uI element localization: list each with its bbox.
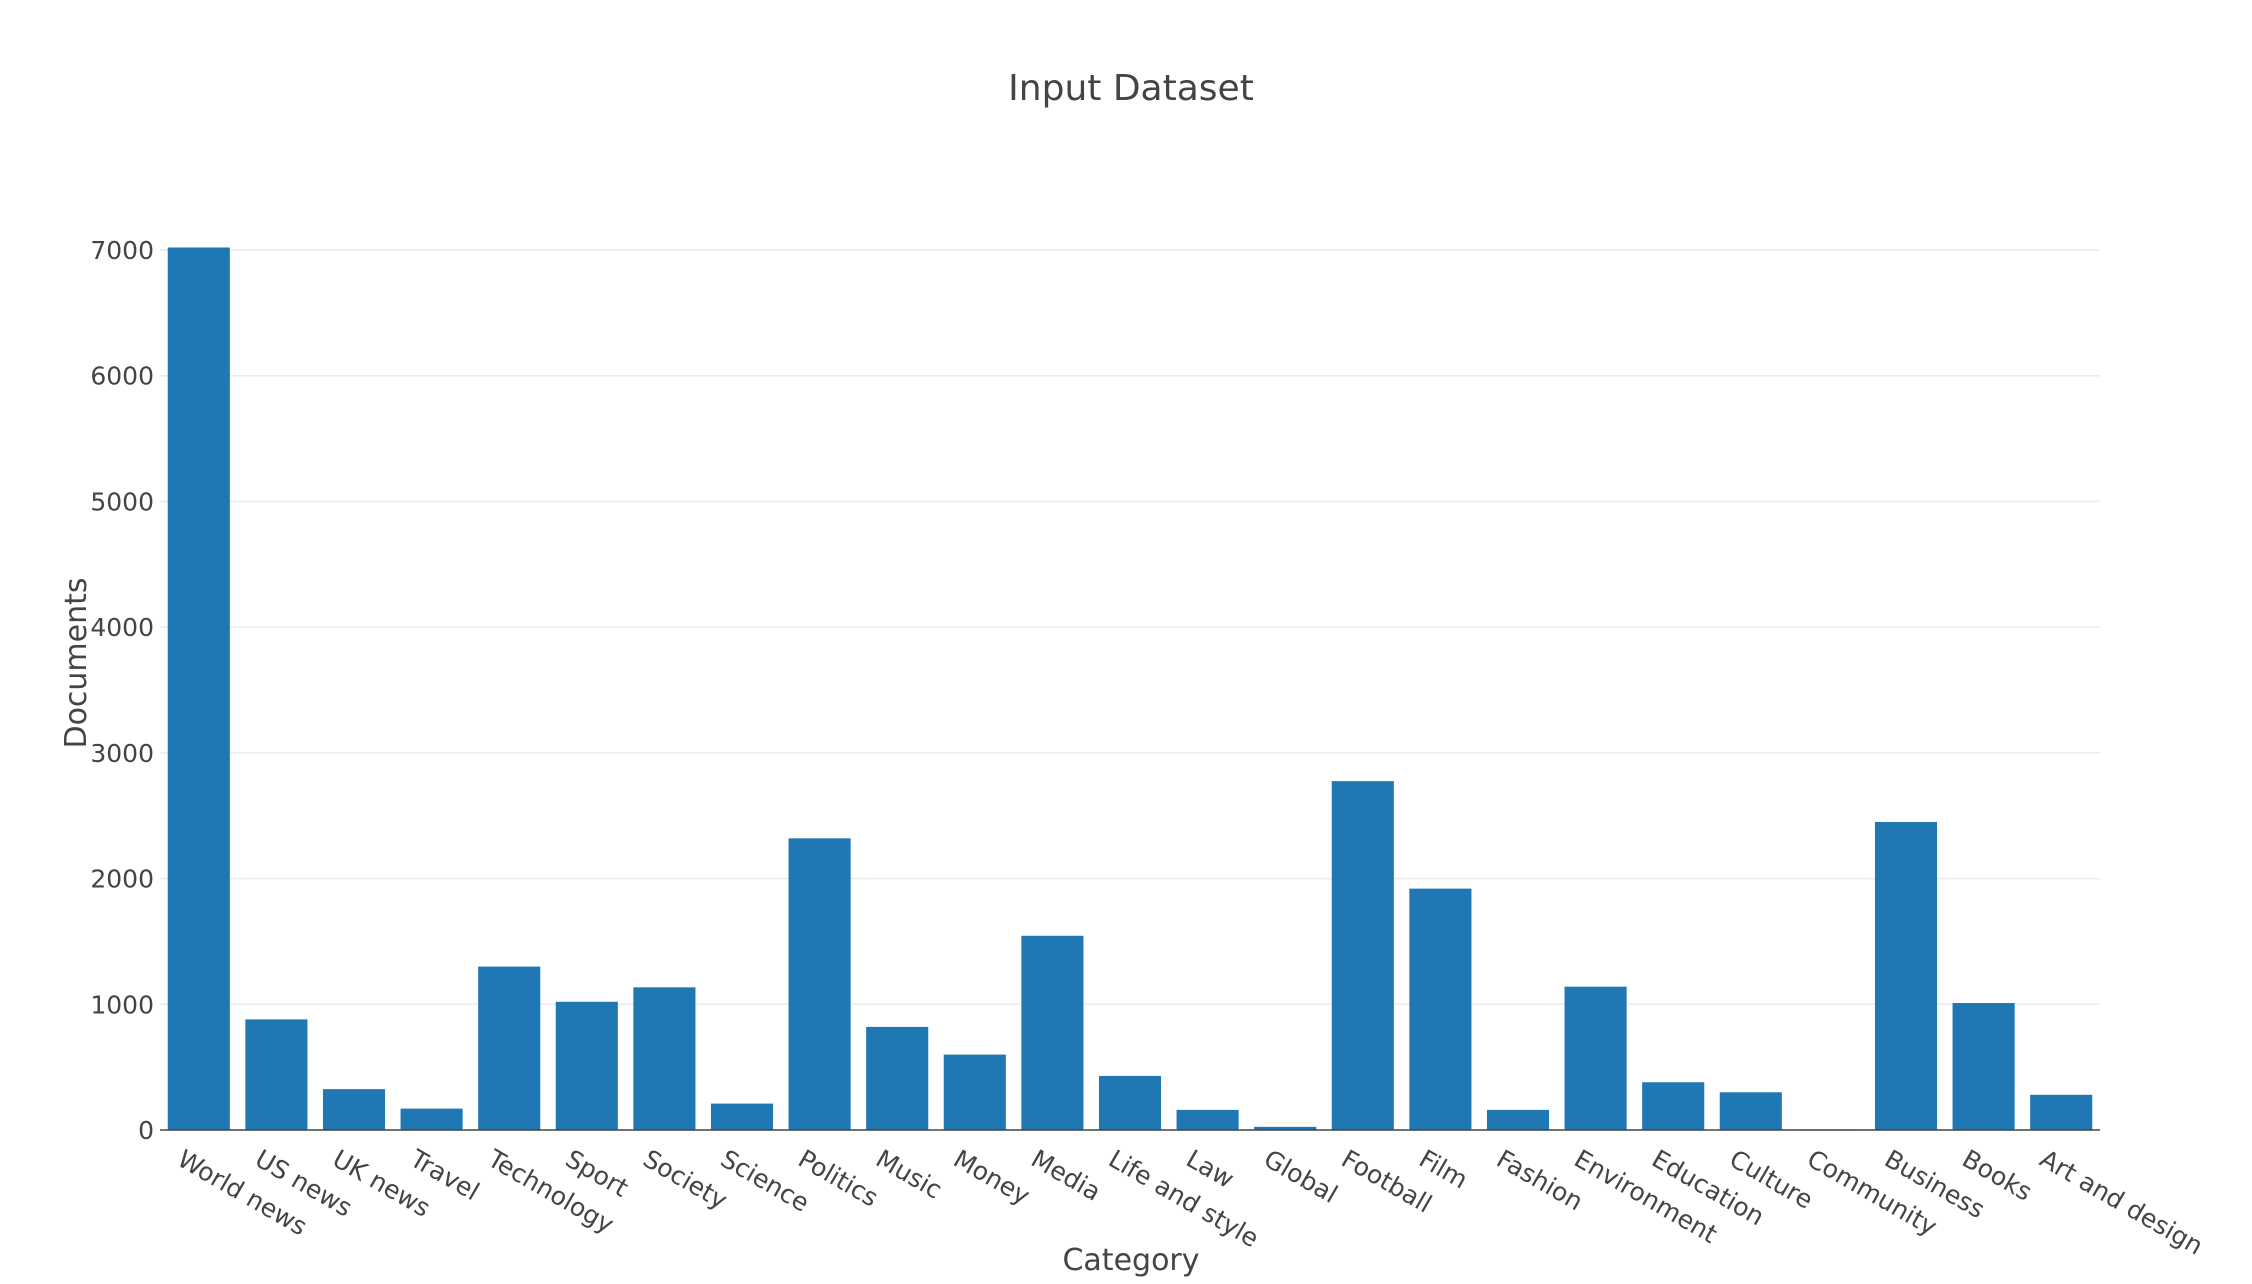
bar[interactable] [943, 1054, 1006, 1130]
bar[interactable] [788, 838, 851, 1130]
y-tick-label: 0 [138, 1116, 154, 1145]
bar[interactable] [1952, 1003, 2015, 1130]
bar[interactable] [866, 1026, 929, 1130]
bar[interactable] [1642, 1082, 1705, 1130]
bar[interactable] [1254, 1126, 1317, 1130]
bar[interactable] [1176, 1109, 1239, 1130]
x-tick-label: Life and style [1104, 1144, 1264, 1253]
bar[interactable] [400, 1108, 463, 1130]
bar[interactable] [1409, 888, 1472, 1130]
x-tick-label: Science [716, 1144, 814, 1218]
bar[interactable] [1021, 935, 1084, 1130]
bar[interactable] [478, 966, 541, 1130]
y-tick-label: 3000 [90, 739, 154, 768]
y-tick-label: 5000 [90, 487, 154, 516]
x-tick-label: Money [949, 1144, 1035, 1211]
y-tick-label: 6000 [90, 362, 154, 391]
bar[interactable] [633, 987, 696, 1130]
bar[interactable] [167, 247, 230, 1130]
x-axis-title: Category [1062, 1243, 1199, 1278]
x-tick-label: Fashion [1492, 1144, 1588, 1216]
y-axis-title: Documents [59, 577, 94, 748]
bar[interactable] [1564, 986, 1627, 1130]
chart-title: Input Dataset [1008, 68, 1254, 109]
bar[interactable] [710, 1103, 774, 1130]
bar[interactable] [1874, 822, 1938, 1130]
y-tick-label: 2000 [90, 865, 154, 894]
bar[interactable] [322, 1089, 386, 1130]
y-tick-label: 4000 [90, 613, 154, 642]
bars [167, 247, 2093, 1130]
bar[interactable] [1098, 1075, 1162, 1130]
bar[interactable] [1331, 781, 1394, 1130]
bar[interactable] [555, 1001, 618, 1130]
x-tick-label: Global [1259, 1144, 1343, 1209]
bar[interactable] [1719, 1092, 1782, 1130]
bar[interactable] [1486, 1109, 1550, 1130]
x-tick-label: Media [1026, 1144, 1106, 1207]
y-tick-label: 7000 [90, 236, 154, 265]
gridlines [160, 249, 2100, 1006]
bar[interactable] [245, 1019, 308, 1130]
x-tick-label: Music [871, 1144, 947, 1205]
x-tick-label: Art and design [2035, 1144, 2208, 1261]
bar[interactable] [2030, 1094, 2093, 1130]
x-tick-label: Society [638, 1144, 732, 1215]
y-axis-ticks: 0 1000 2000 3000 4000 5000 6000 7000 [90, 236, 154, 1145]
y-tick-label: 1000 [90, 990, 154, 1019]
